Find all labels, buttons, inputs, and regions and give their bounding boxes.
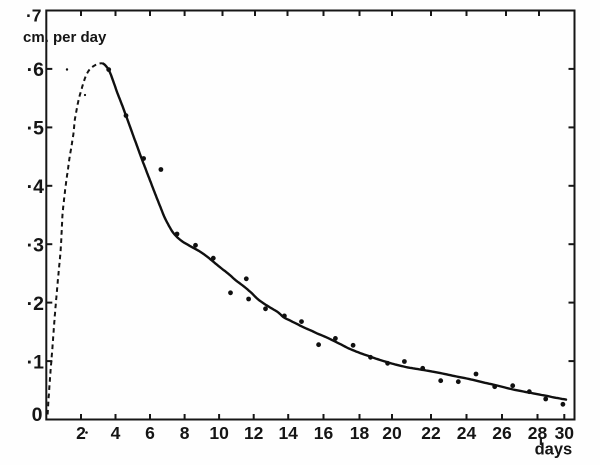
svg-text:·7: ·7 xyxy=(26,6,42,26)
svg-text:6: 6 xyxy=(145,423,155,443)
svg-text:16: 16 xyxy=(314,423,334,443)
svg-text:10: 10 xyxy=(209,423,229,443)
svg-text:18: 18 xyxy=(350,423,370,443)
svg-text:·1: ·1 xyxy=(27,351,44,373)
svg-text:·6: ·6 xyxy=(27,59,44,81)
svg-text:12: 12 xyxy=(244,423,264,443)
svg-text:4: 4 xyxy=(111,423,121,443)
svg-text:28: 28 xyxy=(528,423,548,443)
svg-text:·3: ·3 xyxy=(27,234,44,256)
svg-text:days: days xyxy=(535,441,573,459)
svg-text:0: 0 xyxy=(32,404,43,426)
svg-text:·5: ·5 xyxy=(27,118,44,140)
svg-text:20: 20 xyxy=(382,423,402,443)
svg-text:·2: ·2 xyxy=(27,293,44,315)
svg-text:22: 22 xyxy=(421,423,441,443)
svg-text:cm. per day: cm. per day xyxy=(23,29,107,46)
svg-text:8: 8 xyxy=(180,423,190,443)
svg-text:·4: ·4 xyxy=(27,176,44,198)
svg-text:14: 14 xyxy=(278,423,298,443)
svg-text:30: 30 xyxy=(555,423,575,443)
svg-text:24: 24 xyxy=(457,423,477,443)
svg-text:26: 26 xyxy=(492,423,512,443)
svg-text:2: 2 xyxy=(76,423,86,443)
